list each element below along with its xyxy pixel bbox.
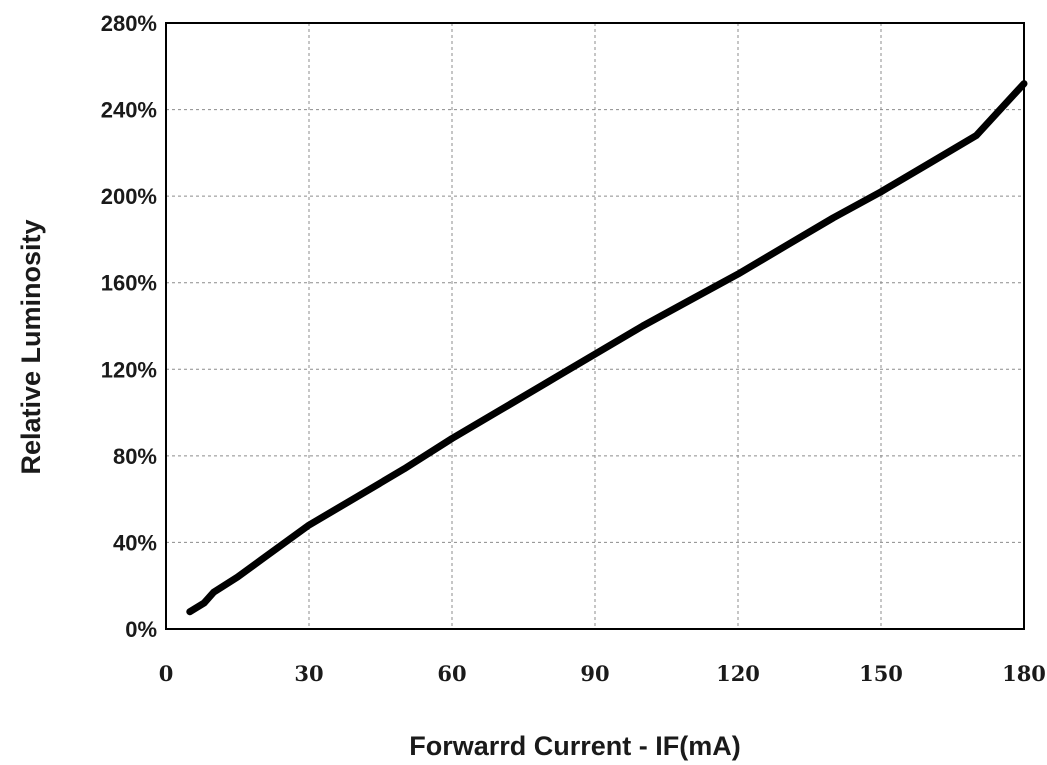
y-tick-label: 200% <box>101 184 157 209</box>
x-tick-label: 30 <box>294 661 323 686</box>
y-tick-label: 120% <box>101 357 157 382</box>
x-tick-label: 90 <box>580 661 609 686</box>
y-tick-label: 240% <box>101 98 157 123</box>
x-tick-label: 150 <box>859 661 903 686</box>
x-tick-label: 60 <box>437 661 466 686</box>
y-axis-title: Relative Luminosity <box>16 219 46 474</box>
series-layer <box>186 80 1028 616</box>
y-tick-label: 280% <box>101 11 157 36</box>
x-tick-label: 180 <box>1002 661 1046 686</box>
y-tick-label: 40% <box>113 530 157 555</box>
y-tick-label: 0% <box>125 617 157 642</box>
series-line <box>186 80 1028 616</box>
x-axis-title: Forwarrd Current - IF(mA) <box>409 731 741 761</box>
x-tick-labels: 0 30 60 90 120 150 180 <box>159 661 1046 686</box>
y-tick-label: 160% <box>101 271 157 296</box>
x-tick-label: 120 <box>716 661 760 686</box>
plot-area-frame <box>165 22 1025 630</box>
grid-lines <box>166 23 1024 629</box>
y-tick-label: 80% <box>113 444 157 469</box>
x-tick-label: 0 <box>159 661 174 686</box>
y-tick-labels: 0% 40% 80% 120% 160% 200% 240% 280% <box>101 11 157 642</box>
